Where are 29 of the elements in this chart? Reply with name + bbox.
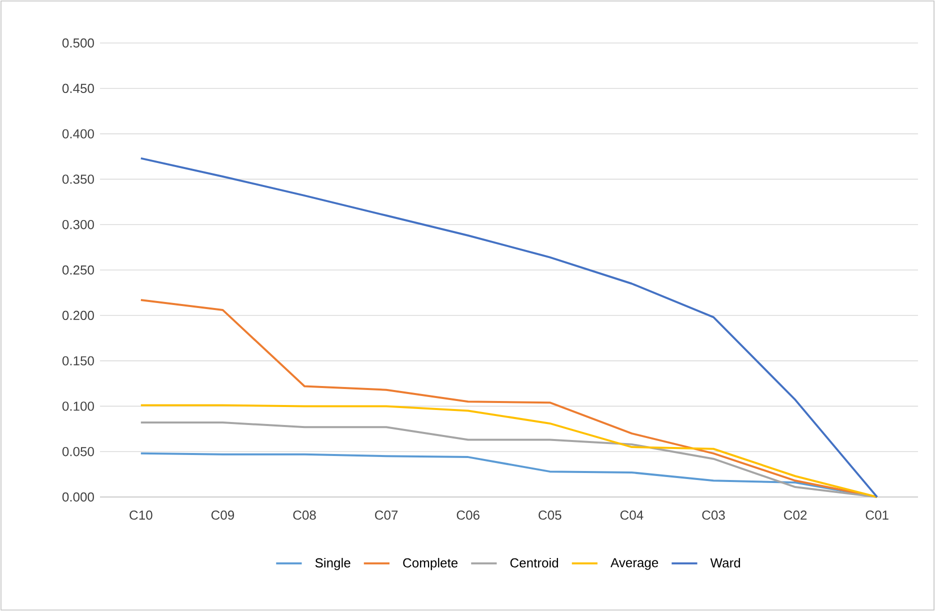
x-tick-label: C04 [620,510,644,520]
x-tick-label: C02 [784,510,807,520]
legend-label: Average [610,558,658,570]
line-series [140,422,878,498]
x-tick-label: C01 [866,510,888,520]
legend-label: Centroid [510,558,558,568]
legend-label: Ward [710,558,740,568]
y-tick-label: 0.000 [62,492,94,502]
y-tick-label: 0.300 [62,220,94,230]
x-tick-label: C08 [293,510,316,520]
y-tick-label: 0.450 [62,84,94,93]
x-tick-label: C07 [375,510,398,520]
legend-label: Single [315,558,350,570]
x-tick-label: C03 [702,510,725,520]
y-tick-label: 0.500 [62,38,94,48]
x-tick-label: C05 [538,510,562,520]
y-tick-label: 0.200 [62,310,94,320]
y-tick-label: 0.350 [62,174,94,184]
y-tick-label: 0.050 [62,446,94,456]
x-tick-label: C10 [130,510,152,520]
line-series [140,157,878,498]
y-tick-label: 0.400 [62,129,94,138]
line-series [140,404,878,498]
y-tick-label: 0.250 [62,265,94,275]
legend-label: Complete [403,558,458,570]
x-tick-label: C06 [456,510,480,520]
y-tick-label: 0.100 [62,402,94,411]
x-tick-label: C09 [211,510,234,520]
y-tick-label: 0.150 [62,356,94,366]
